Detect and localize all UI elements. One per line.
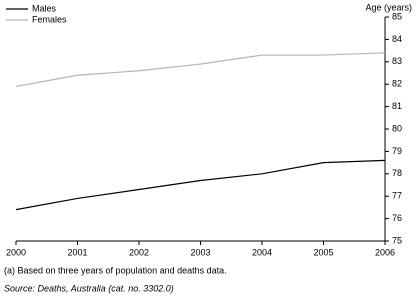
- legend-label: Males: [32, 3, 57, 13]
- y-tick-label: 79: [392, 146, 402, 156]
- x-tick-label: 2001: [67, 247, 87, 257]
- y-tick-label: 76: [392, 213, 402, 223]
- y-tick-label: 84: [392, 34, 402, 44]
- y-tick-label: 83: [392, 56, 402, 66]
- y-tick-label: 77: [392, 191, 402, 201]
- x-tick-label: 2005: [313, 247, 333, 257]
- y-tick-label: 78: [392, 168, 402, 178]
- line-series: [15, 159, 386, 211]
- legend-label: Females: [32, 14, 67, 24]
- line-series: [15, 52, 386, 88]
- x-tick-label: 2003: [190, 247, 210, 257]
- y-tick-label: 75: [392, 235, 402, 245]
- y-tick-label: 82: [392, 79, 402, 89]
- x-tick-label: 2000: [6, 247, 26, 257]
- x-tick-label: 2004: [252, 247, 272, 257]
- y-tick-label: 80: [392, 123, 402, 133]
- x-tick-label: 2006: [375, 247, 395, 257]
- footnote: (a) Based on three years of population a…: [4, 265, 227, 275]
- source-note: Source: Deaths, Australia (cat. no. 3302…: [4, 283, 174, 293]
- y-axis-label: Age (years): [365, 2, 412, 12]
- x-tick-label: 2002: [129, 247, 149, 257]
- y-tick-label: 85: [392, 11, 402, 21]
- y-tick-label: 81: [392, 101, 402, 111]
